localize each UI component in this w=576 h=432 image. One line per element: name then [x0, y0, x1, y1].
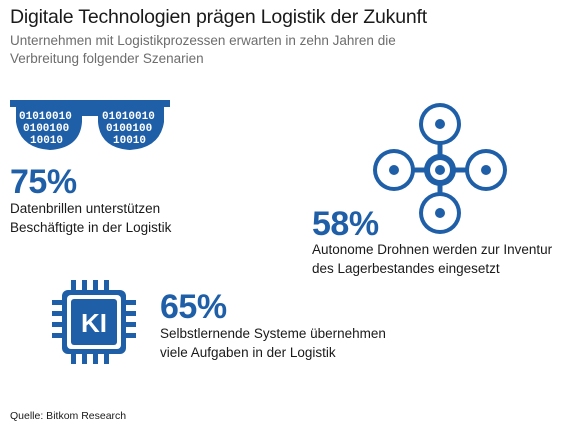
page-subtitle: Unternehmen mit Logistikprozessen erwart… [10, 33, 396, 66]
smart-glasses-icon: 01010010 0100100 10010 01010010 0100100 … [10, 100, 170, 150]
glasses-binary-right-1: 01010010 [102, 111, 155, 123]
chip-label: KI [81, 308, 107, 338]
stat-desc-drones-line2: des Lagerbestandes eingesetzt [312, 261, 500, 276]
stat-desc-drones-line1: Autonome Drohnen werden zur Inventur [312, 242, 553, 257]
stat-desc-smart-glasses-line1: Datenbrillen unterstützen [10, 201, 161, 216]
glasses-binary-left-2: 0100100 [23, 123, 69, 135]
stat-value-smart-glasses: 75% [10, 163, 77, 201]
glasses-binary-right-2: 0100100 [106, 123, 152, 135]
stat-desc-ai-line2: viele Aufgaben in der Logistik [160, 345, 336, 360]
ai-chip-icon: KI [52, 280, 136, 364]
page-title: Digitale Technologien prägen Logistik de… [10, 6, 427, 28]
glasses-binary-left-1: 01010010 [19, 111, 72, 123]
glasses-binary-left-3: 10010 [30, 135, 63, 147]
glasses-binary-right-3: 10010 [113, 135, 146, 147]
stat-desc-ai-line1: Selbstlernende Systeme übernehmen [160, 326, 386, 341]
drone-icon [373, 103, 507, 234]
stat-value-ai: 65% [160, 288, 227, 326]
source-note: Quelle: Bitkom Research [10, 410, 127, 422]
stat-desc-smart-glasses-line2: Beschäftigte in der Logistik [10, 220, 172, 235]
stat-value-drones: 58% [312, 205, 379, 243]
